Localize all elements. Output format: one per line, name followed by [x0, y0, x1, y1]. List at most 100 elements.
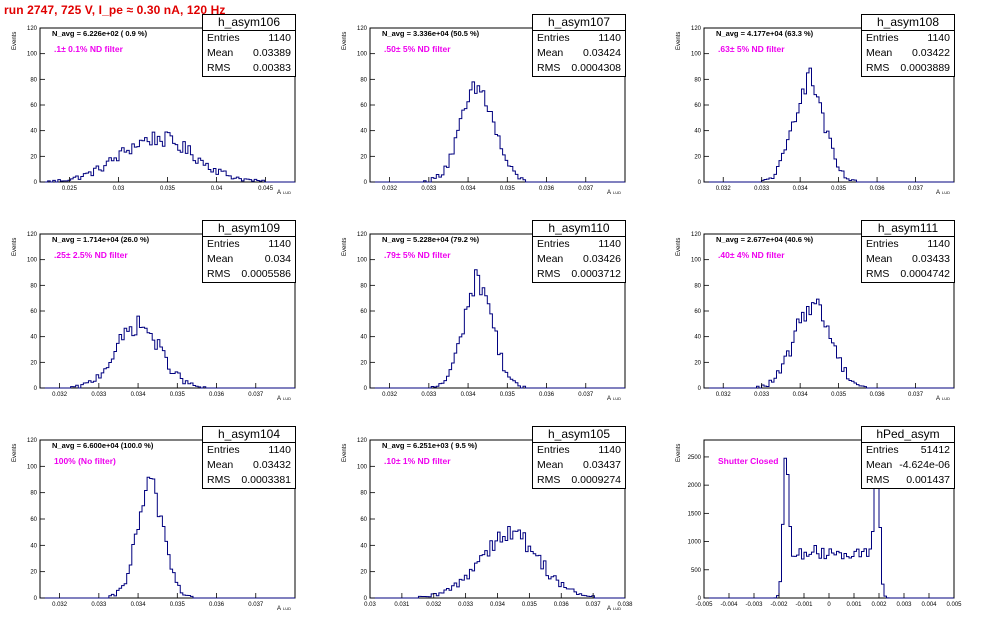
- x-tick-label: 0.032: [52, 602, 68, 608]
- stats-value: 0.0004308: [571, 62, 621, 74]
- y-tick-label: 60: [30, 103, 37, 109]
- histogram-bin: [487, 304, 490, 388]
- x-axis-label: A LUD: [277, 190, 292, 196]
- histogram-bin: [469, 90, 472, 182]
- stats-value: 0.0003381: [241, 474, 291, 486]
- y-tick-label: 20: [30, 360, 37, 366]
- histogram-bin: [482, 288, 485, 388]
- histogram-panel-hPed_asym: -0.005 -0.004 -0.003 -0.002 -0.001 0 0.001 0.00…: [676, 426, 962, 608]
- stats-box-title: h_asym107: [533, 15, 625, 31]
- x-tick-label: 0.001: [846, 602, 862, 608]
- stats-value: 0.034: [264, 253, 291, 265]
- histogram-bin: [772, 382, 775, 388]
- x-tick-label: 0.04: [211, 186, 223, 192]
- histogram-bin: [829, 549, 832, 598]
- x-tick-label: 0.035: [170, 392, 186, 398]
- y-tick-label: 80: [30, 491, 37, 497]
- histogram-bin: [498, 355, 501, 388]
- x-axis-subscript: LUD: [283, 606, 292, 611]
- filter-label: .63± 5% ND filter: [718, 44, 785, 54]
- histogram-bin: [817, 97, 820, 182]
- y-tick-label: 60: [360, 517, 367, 523]
- histogram-bin: [469, 293, 472, 388]
- y-tick-label: 100: [691, 258, 702, 264]
- x-tick-label: 0.035: [500, 392, 516, 398]
- x-axis-subscript: LUD: [283, 190, 292, 195]
- stats-row-mean: Mean 0.03432: [203, 458, 295, 473]
- histogram-bin: [779, 373, 782, 388]
- x-tick-label: 0.032: [52, 392, 68, 398]
- stats-value: 1140: [598, 32, 621, 44]
- y-tick-label: 40: [694, 335, 701, 341]
- histogram-bin: [170, 374, 173, 388]
- y-tick-label: 0: [34, 386, 38, 392]
- x-axis-label: A LUD: [277, 396, 292, 402]
- histogram-bin: [86, 173, 89, 182]
- histogram-bin: [162, 146, 165, 182]
- filter-label: .79± 5% ND filter: [384, 250, 451, 260]
- y-tick-label: 60: [360, 103, 367, 109]
- stats-key: RMS: [207, 62, 231, 74]
- y-tick-label: 60: [694, 103, 701, 109]
- histogram-bin: [832, 553, 835, 598]
- histogram-bin: [508, 166, 511, 182]
- y-tick-label: 120: [27, 26, 38, 32]
- x-tick-label: 0.036: [870, 392, 886, 398]
- histogram-bin: [834, 555, 837, 598]
- y-tick-label: 20: [30, 570, 37, 576]
- stats-row-rms: RMS 0.0005586: [203, 267, 295, 282]
- y-tick-label: 60: [30, 517, 37, 523]
- x-axis-label: A LUD: [277, 606, 292, 612]
- x-tick-label: 0.032: [426, 602, 442, 608]
- histogram-panel-h_asym110: 0.032 0.033 0.034 0.035 0.036 0.037 0 20 40 60 80 1…: [342, 220, 626, 402]
- histogram-bin: [477, 86, 480, 182]
- histogram-bin: [487, 556, 490, 598]
- histogram-bin: [503, 371, 506, 388]
- histogram-bin: [837, 551, 840, 598]
- histogram-bin: [111, 359, 114, 388]
- x-tick-label: 0.034: [131, 392, 147, 398]
- histogram-outline: [40, 476, 295, 599]
- x-tick-label: 0.034: [131, 602, 147, 608]
- histogram-plot: 0.032 0.033 0.034 0.035 0.036 0.037 0 20 40 60 80 1…: [357, 26, 626, 192]
- histogram-bin: [472, 296, 475, 388]
- histogram-bin: [472, 571, 475, 598]
- histogram-bin: [127, 331, 130, 388]
- histogram-panel-h_asym111: 0.032 0.033 0.034 0.035 0.036 0.037 0 20 40 60 80 1…: [676, 220, 955, 402]
- histogram-plot: 0.025 0.03 0.035 0.04 0.045 0 20 40 60 80 100 120: [27, 26, 296, 192]
- histogram-bin: [839, 553, 842, 598]
- stats-key: Entries: [866, 444, 899, 456]
- navg-label: N_avg = 3.336e+04 (50.5 %): [382, 29, 480, 38]
- y-axis-label: Events: [12, 443, 18, 462]
- stats-key: RMS: [866, 62, 890, 74]
- stats-row-entries: Entries 1140: [533, 443, 625, 458]
- x-axis-label: A LUD: [936, 396, 951, 402]
- stats-box-title: h_asym104: [203, 427, 295, 443]
- stats-key: Mean: [537, 253, 564, 265]
- histogram-bin: [111, 161, 114, 182]
- x-axis-label: A LUD: [607, 190, 622, 196]
- histogram-bin: [577, 595, 580, 598]
- stats-value: 0.0004742: [900, 268, 950, 280]
- x-tick-label: 0.037: [578, 186, 594, 192]
- y-tick-label: 0: [34, 180, 38, 186]
- histogram-bin: [459, 337, 462, 388]
- stats-key: Entries: [537, 444, 570, 456]
- histogram-bin: [137, 147, 140, 182]
- stats-box: h_asym108 Entries 1140 Mean 0.03422 RMS 0.0003…: [861, 14, 955, 77]
- histogram-panel-h_asym106: 0.025 0.03 0.035 0.04 0.045 0 20 40 60 80 100 120 Ev…: [12, 14, 296, 196]
- y-tick-label: 100: [27, 258, 38, 264]
- x-tick-label: -0.001: [795, 602, 813, 608]
- y-tick-label: 120: [691, 232, 702, 238]
- histogram-bin: [142, 506, 145, 598]
- navg-label: N_avg = 6.251e+03 ( 9.5 %): [382, 441, 478, 450]
- histogram-bin: [789, 356, 792, 388]
- x-tick-label: 0.037: [248, 392, 264, 398]
- histogram-bin: [551, 577, 554, 598]
- stats-row-rms: RMS 0.0003381: [203, 473, 295, 488]
- stats-key: Entries: [207, 238, 240, 250]
- stats-key: Mean: [866, 47, 893, 59]
- histogram-bin: [139, 328, 142, 388]
- histogram-bin: [160, 516, 163, 598]
- histogram-bin: [462, 580, 465, 598]
